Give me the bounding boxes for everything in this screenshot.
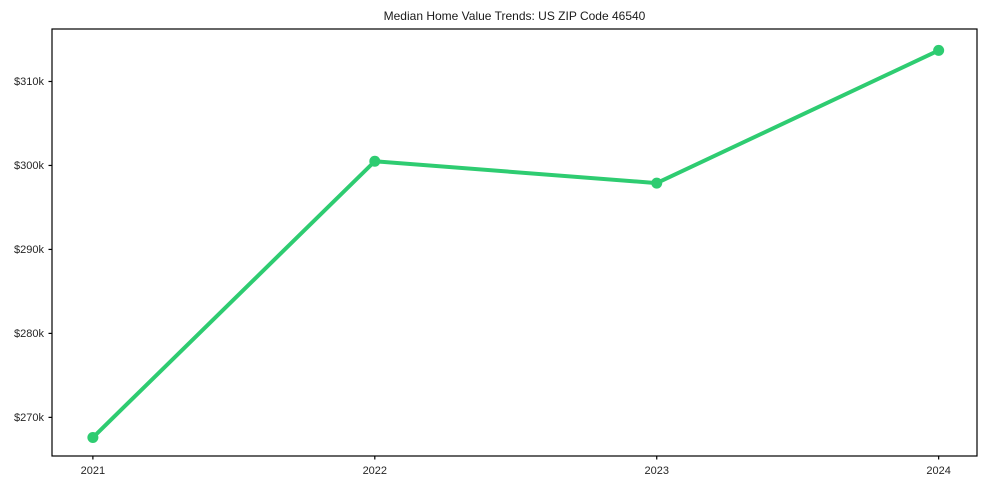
series-layer <box>87 44 945 444</box>
data-point-marker <box>933 44 945 56</box>
y-tick-label: $280k <box>14 328 44 340</box>
trend-line <box>90 48 941 440</box>
x-tick-label: 2023 <box>644 465 668 477</box>
x-tick-label: 2024 <box>926 465 950 477</box>
chart-title: Median Home Value Trends: US ZIP Code 46… <box>384 9 646 23</box>
axes-layer: $270k $280k $290k $300k $310k 2021 2022 2023 202… <box>14 28 978 477</box>
y-tick-label: $300k <box>14 160 44 172</box>
data-point-marker <box>369 155 381 167</box>
x-tick-label: 2021 <box>81 465 105 477</box>
data-point-marker <box>651 177 663 189</box>
plot-border <box>51 28 978 457</box>
data-point-marker <box>87 432 99 444</box>
x-tick-label: 2022 <box>363 465 387 477</box>
y-tick-label: $290k <box>14 244 44 256</box>
y-tick-label: $310k <box>14 76 44 88</box>
y-tick-label: $270k <box>14 412 44 424</box>
